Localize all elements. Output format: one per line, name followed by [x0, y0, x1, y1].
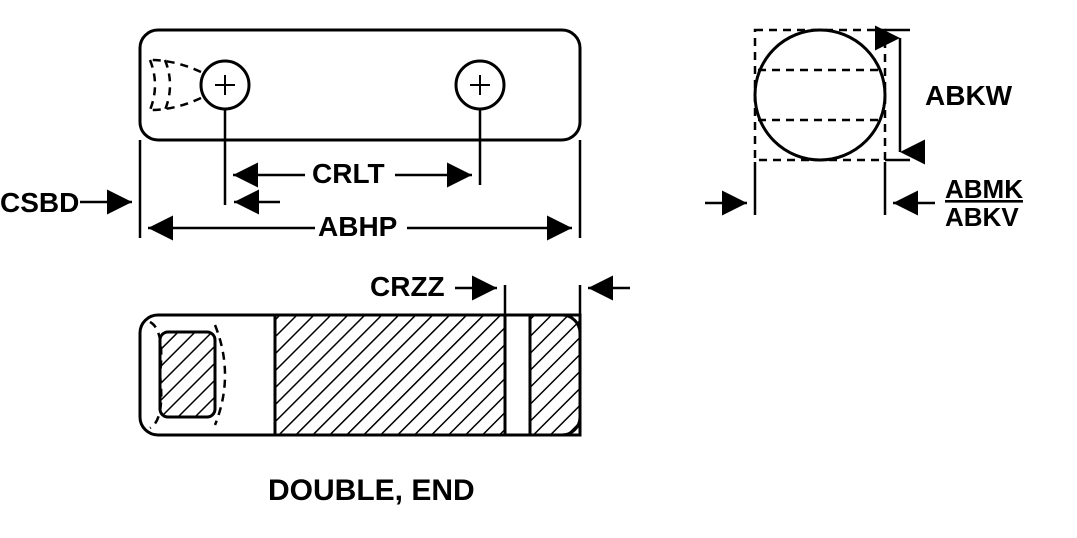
- hatch-left: [160, 332, 215, 417]
- left-hole: [150, 60, 249, 110]
- label-crzz: CRZZ: [370, 271, 445, 302]
- side-view: ABKW ABMK ABKV: [705, 30, 1023, 232]
- dim-csbd: CSBD: [0, 187, 132, 218]
- label-crlt: CRLT: [312, 158, 385, 189]
- label-csbd: CSBD: [0, 187, 79, 218]
- dim-abhp: ABHP: [148, 211, 572, 242]
- label-abhp: ABHP: [318, 211, 397, 242]
- diagram-title: DOUBLE, END: [268, 474, 475, 507]
- top-view-block: [140, 30, 580, 238]
- label-abkw: ABKW: [925, 80, 1013, 111]
- label-abkv: ABKV: [945, 202, 1019, 232]
- dim-crzz: CRZZ: [370, 271, 630, 315]
- bottom-view-block: [140, 315, 580, 435]
- label-abmk: ABMK: [945, 174, 1023, 204]
- right-hole: [456, 61, 504, 109]
- hatch-main: [275, 315, 505, 435]
- hatch-right: [530, 315, 580, 435]
- dim-crlt: CRLT: [233, 158, 472, 202]
